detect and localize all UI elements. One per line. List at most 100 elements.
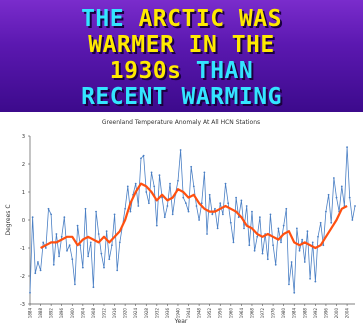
- data-point: [124, 207, 127, 210]
- data-point: [221, 213, 224, 216]
- y-tick-label: -3: [20, 302, 25, 308]
- data-point: [214, 207, 216, 210]
- data-point: [311, 241, 314, 244]
- x-tick-label: 1964: [239, 308, 244, 319]
- data-point: [108, 258, 111, 261]
- data-point: [111, 244, 113, 247]
- data-point: [34, 272, 37, 275]
- x-tick-label: 1952: [207, 308, 212, 319]
- data-point: [332, 177, 335, 179]
- data-point: [282, 224, 285, 227]
- x-tick-label: 1992: [313, 308, 318, 319]
- data-point: [195, 205, 198, 207]
- data-point: [227, 202, 230, 205]
- headline-segment: RECENT WARMING: [81, 84, 282, 110]
- data-point: [29, 291, 31, 294]
- data-point: [190, 165, 193, 168]
- headline-segment: THAN: [195, 58, 254, 84]
- data-point: [240, 199, 243, 202]
- data-point: [100, 252, 103, 255]
- x-tick-label: 1892: [49, 308, 54, 319]
- y-tick-label: 0: [22, 218, 25, 224]
- data-point: [198, 219, 201, 221]
- x-axis-label: Year: [174, 318, 188, 325]
- data-point: [169, 182, 171, 185]
- x-tick-label: 1928: [144, 308, 149, 319]
- data-point: [274, 263, 277, 266]
- data-point: [158, 174, 161, 177]
- x-tick-label: 1896: [59, 308, 64, 319]
- x-tick-label: 1936: [165, 308, 170, 319]
- data-point: [134, 182, 137, 185]
- y-tick-label: 2: [22, 162, 25, 168]
- data-point: [47, 207, 50, 210]
- data-point: [113, 213, 116, 216]
- x-tick-label: 1888: [38, 308, 43, 319]
- data-point: [200, 202, 203, 205]
- x-tick-label: 1924: [133, 308, 138, 319]
- headline-segment: THE: [81, 6, 139, 32]
- headline-line-2: WARMER IN THE: [0, 32, 363, 58]
- data-point: [182, 196, 185, 199]
- data-point: [116, 269, 119, 272]
- x-tick-label: 1940: [175, 308, 180, 319]
- data-point: [87, 255, 90, 258]
- x-tick-label: 1956: [218, 308, 223, 319]
- data-point: [37, 261, 39, 263]
- data-point: [232, 241, 235, 244]
- data-point: [39, 269, 42, 272]
- data-point: [68, 244, 71, 247]
- y-tick-label: 1: [22, 190, 25, 196]
- headline-line-4: RECENT WARMING: [0, 84, 363, 110]
- x-tick-label: 2004: [345, 308, 350, 319]
- data-point: [95, 210, 97, 213]
- annual-anomaly-line: [29, 146, 356, 294]
- y-axis-label: Degrees C: [5, 204, 12, 235]
- data-point: [155, 224, 158, 227]
- data-point: [142, 154, 145, 157]
- x-tick-label: 1984: [292, 308, 297, 319]
- data-point: [330, 221, 333, 224]
- data-point: [317, 235, 319, 238]
- data-point: [76, 224, 79, 227]
- data-point: [295, 227, 298, 230]
- data-point: [145, 191, 148, 193]
- x-tick-label: 1960: [228, 308, 233, 319]
- data-point: [89, 241, 92, 244]
- data-point: [290, 261, 293, 263]
- chart-ticks: -3 -2 -1 0 1 2 3 1884 1888 1892 1896 1900 1904 1908 19…: [20, 134, 350, 318]
- data-point: [206, 233, 208, 235]
- data-point: [303, 261, 306, 263]
- data-point: [74, 283, 76, 286]
- data-point: [346, 146, 348, 149]
- data-point: [261, 252, 264, 255]
- data-point: [327, 193, 330, 196]
- data-point: [71, 258, 74, 261]
- data-point: [216, 227, 219, 230]
- x-tick-label: 1948: [197, 308, 202, 319]
- x-tick-label: 1996: [323, 308, 328, 319]
- data-point: [314, 280, 317, 283]
- data-point: [92, 286, 95, 289]
- data-point: [354, 205, 356, 207]
- data-point: [50, 213, 53, 216]
- data-point: [237, 216, 240, 219]
- data-point: [235, 196, 237, 199]
- data-point: [52, 263, 55, 266]
- x-tick-label: 1920: [123, 308, 128, 319]
- data-point: [288, 283, 290, 286]
- data-point: [58, 255, 60, 258]
- data-point: [161, 196, 164, 199]
- data-point: [126, 185, 129, 188]
- data-point: [277, 227, 280, 230]
- data-point: [208, 193, 211, 196]
- data-point: [269, 213, 272, 216]
- data-point: [272, 244, 274, 247]
- x-tick-label: 1932: [154, 308, 159, 319]
- data-point: [224, 182, 227, 185]
- headline-line-1: THE ARCTIC WAS: [0, 6, 363, 32]
- data-point: [280, 241, 282, 244]
- temperature-chart: Greenland Temperature Anomaly At All HCN…: [0, 112, 363, 327]
- data-point: [84, 207, 87, 210]
- headline-segment: 1930s: [109, 58, 196, 84]
